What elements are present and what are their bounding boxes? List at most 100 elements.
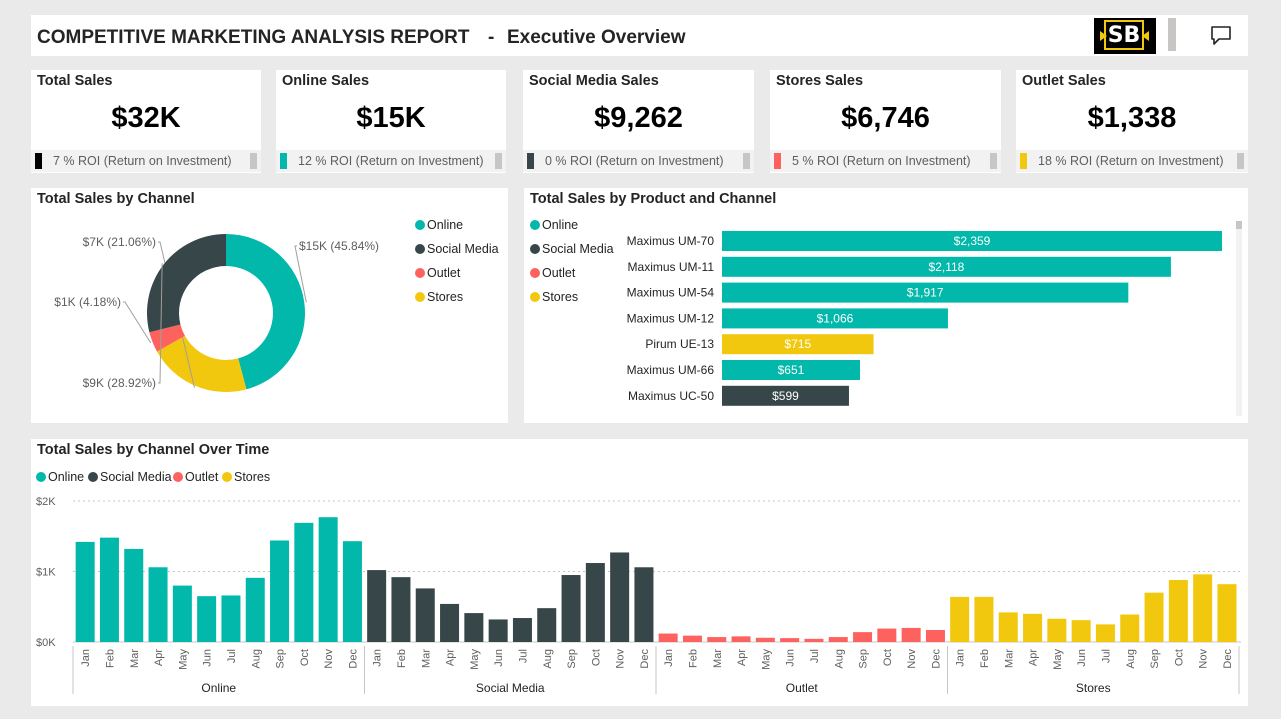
donut-slice-social-media[interactable]	[147, 234, 226, 333]
time-bar-outlet-jul[interactable]	[804, 638, 824, 642]
legend-item-outlet[interactable]: Outlet	[173, 470, 218, 484]
time-bar-stores-nov[interactable]	[1193, 574, 1213, 642]
time-bar-stores-jun[interactable]	[1071, 620, 1091, 642]
time-bar-online-mar[interactable]	[124, 548, 144, 642]
kpi-card-outlet-sales[interactable]: Outlet Sales $1,338 18 % ROI (Return on …	[1016, 70, 1248, 173]
time-bar-social-media-jun[interactable]	[488, 619, 508, 642]
time-bar-outlet-nov[interactable]	[901, 627, 921, 642]
x-month-label: Mar	[1003, 649, 1015, 668]
time-bar-stores-jul[interactable]	[1095, 624, 1115, 642]
time-bar-online-dec[interactable]	[342, 541, 362, 642]
kpi-label: Social Media Sales	[529, 73, 659, 89]
time-bar-stores-aug[interactable]	[1120, 614, 1140, 642]
sales-by-product-panel[interactable]: Total Sales by Product and Channel Maxim…	[524, 188, 1248, 423]
product-bar-maximus-um-66[interactable]	[722, 360, 860, 380]
kpi-card-online-sales[interactable]: Online Sales $15K 12 % ROI (Return on In…	[276, 70, 506, 173]
kpi-roi-bar: 7 % ROI (Return on Investment)	[31, 150, 261, 172]
legend-dot-icon	[530, 292, 540, 302]
time-bar-outlet-sep[interactable]	[853, 632, 873, 642]
product-bar-maximus-um-12[interactable]	[722, 308, 948, 329]
time-bar-social-media-jul[interactable]	[512, 618, 532, 642]
time-bar-online-jun[interactable]	[197, 596, 217, 642]
time-bar-online-jul[interactable]	[221, 595, 241, 642]
comment-button[interactable]	[1193, 15, 1248, 56]
product-bar-maximus-um-70[interactable]	[722, 231, 1222, 251]
time-bar-social-media-nov[interactable]	[610, 552, 630, 642]
roi-end-marker	[990, 153, 997, 169]
time-bar-online-apr[interactable]	[148, 567, 168, 642]
kpi-card-total-sales[interactable]: Total Sales $32K 7 % ROI (Return on Inve…	[31, 70, 261, 173]
donut-leader-line	[158, 241, 195, 388]
product-bar-value: $651	[778, 363, 805, 377]
kpi-roi-bar: 18 % ROI (Return on Investment)	[1016, 150, 1248, 172]
legend-item-online[interactable]: Online	[36, 470, 84, 484]
time-bar-social-media-apr[interactable]	[440, 603, 460, 642]
time-bar-social-media-dec[interactable]	[634, 567, 654, 642]
time-bar-outlet-apr[interactable]	[731, 636, 751, 642]
legend-item-stores[interactable]: Stores	[222, 470, 270, 484]
sales-over-time-panel[interactable]: Total Sales by Channel Over Time Online S…	[31, 439, 1248, 706]
time-bar-social-media-jan[interactable]	[367, 570, 387, 642]
kpi-card-social-media-sales[interactable]: Social Media Sales $9,262 0 % ROI (Retur…	[523, 70, 754, 173]
time-bar-online-aug[interactable]	[245, 577, 265, 642]
legend-item-outlet[interactable]: Outlet	[530, 266, 575, 280]
time-bar-social-media-feb[interactable]	[391, 577, 411, 642]
time-bar-social-media-sep[interactable]	[561, 575, 581, 642]
time-bar-stores-may[interactable]	[1047, 618, 1067, 642]
time-bar-stores-oct[interactable]	[1168, 579, 1188, 642]
roi-color-swatch	[527, 153, 534, 169]
x-month-label: Feb	[396, 649, 408, 668]
time-bar-stores-sep[interactable]	[1144, 592, 1164, 642]
legend-item-social-media[interactable]: Social Media	[88, 470, 172, 484]
product-bar-chart[interactable]: Maximus UM-70 $2,359 Maximus UM-11 $2,118 Ma…	[524, 188, 1248, 423]
x-month-label: Nov	[1198, 649, 1210, 669]
legend-item-social-media[interactable]: Social Media	[415, 242, 499, 256]
time-bar-outlet-mar[interactable]	[707, 637, 727, 642]
donut-slice-outlet[interactable]	[149, 324, 185, 352]
time-bar-outlet-may[interactable]	[755, 637, 775, 642]
time-bar-outlet-jun[interactable]	[780, 638, 800, 642]
time-bar-online-may[interactable]	[172, 585, 192, 642]
product-bar-maximus-um-54[interactable]	[722, 282, 1129, 303]
group-label-online: Online	[201, 681, 236, 695]
time-bar-online-sep[interactable]	[270, 540, 290, 642]
time-bar-stores-feb[interactable]	[974, 596, 994, 642]
time-bar-stores-mar[interactable]	[998, 612, 1018, 642]
panel-scrollbar[interactable]	[1236, 221, 1242, 416]
scrollbar-thumb[interactable]	[1236, 221, 1242, 229]
time-bar-outlet-jan[interactable]	[658, 633, 678, 642]
x-month-label: Sep	[566, 649, 578, 669]
legend-item-outlet[interactable]: Outlet	[415, 266, 460, 280]
time-bar-social-media-mar[interactable]	[415, 588, 435, 642]
donut-slice-online[interactable]	[226, 234, 305, 390]
time-bar-online-jan[interactable]	[75, 541, 95, 642]
legend-item-online[interactable]: Online	[530, 218, 578, 232]
time-bar-outlet-dec[interactable]	[925, 630, 945, 642]
time-bar-stores-apr[interactable]	[1023, 613, 1043, 642]
time-bar-online-feb[interactable]	[99, 537, 119, 642]
time-bar-outlet-oct[interactable]	[877, 628, 897, 642]
legend-item-online[interactable]: Online	[415, 218, 463, 232]
time-bar-online-oct[interactable]	[294, 522, 314, 642]
legend-item-social-media[interactable]: Social Media	[530, 242, 614, 256]
product-bar-pirum-ue-13[interactable]	[722, 334, 874, 355]
product-bar-maximus-uc-50[interactable]	[722, 385, 849, 406]
legend-dot-icon	[415, 244, 425, 254]
time-bar-outlet-feb[interactable]	[682, 635, 702, 642]
kpi-card-stores-sales[interactable]: Stores Sales $6,746 5 % ROI (Return on I…	[770, 70, 1001, 173]
donut-slice-stores[interactable]	[157, 335, 247, 392]
time-bar-social-media-oct[interactable]	[585, 563, 605, 642]
kpi-label: Online Sales	[282, 73, 370, 89]
time-bar-stores-jan[interactable]	[950, 596, 970, 642]
time-bar-outlet-aug[interactable]	[828, 637, 848, 642]
time-bar-stores-dec[interactable]	[1217, 584, 1237, 642]
time-bar-online-nov[interactable]	[318, 517, 338, 642]
legend-item-stores[interactable]: Stores	[415, 290, 463, 304]
legend-item-stores[interactable]: Stores	[530, 290, 578, 304]
sales-over-time-chart[interactable]: $0K $1K $2K Jan Feb Mar Apr May Jun Jul Aug Sep Oct N…	[31, 439, 1248, 706]
time-bar-social-media-may[interactable]	[464, 613, 484, 642]
donut-chart[interactable]: $15K (45.84%) $7K (21.06%) $1K (4.18%) $9K …	[31, 188, 508, 423]
product-bar-maximus-um-11[interactable]	[722, 256, 1171, 277]
time-bar-social-media-aug[interactable]	[537, 608, 557, 642]
sales-by-channel-panel[interactable]: Total Sales by Channel $15K (45.84%) $7K …	[31, 188, 508, 423]
